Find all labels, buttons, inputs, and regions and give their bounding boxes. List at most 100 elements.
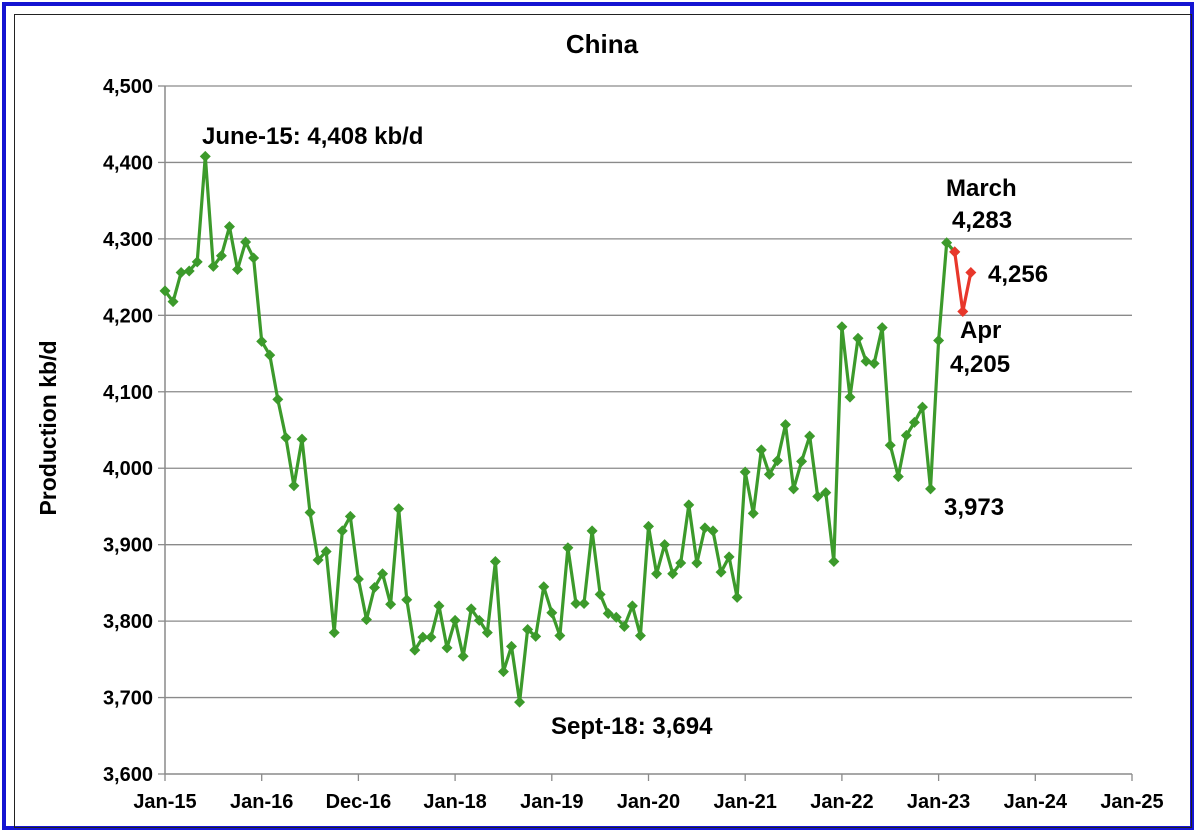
x-tick-label: Jan-18 [423, 791, 486, 813]
data-point [449, 614, 461, 626]
data-point [530, 630, 542, 642]
data-point [747, 507, 759, 519]
data-point [360, 614, 372, 626]
data-point [941, 237, 953, 249]
data-point [506, 640, 518, 652]
data-point [215, 250, 227, 262]
data-point [715, 566, 727, 578]
data-point [779, 419, 791, 431]
y-tick-label: 3,700 [103, 688, 153, 710]
x-tick-label: Jan-23 [907, 791, 970, 813]
data-point [369, 581, 381, 593]
data-point [465, 603, 477, 615]
data-point [457, 650, 469, 662]
data-point [933, 335, 945, 347]
y-tick-label: 4,000 [103, 458, 153, 480]
data-point [304, 507, 316, 519]
data-point [844, 391, 856, 403]
data-point [272, 393, 284, 405]
data-point [433, 600, 445, 612]
data-point [916, 401, 928, 413]
data-point [739, 466, 751, 478]
data-point [199, 150, 211, 162]
data-point [385, 598, 397, 610]
data-point [957, 306, 969, 318]
data-point [884, 439, 896, 451]
data-point [159, 285, 171, 297]
x-tick-label: Jan-22 [810, 791, 873, 813]
data-point [651, 568, 663, 580]
data-point [788, 483, 800, 495]
data-point [796, 455, 808, 467]
y-tick-label: 4,400 [103, 152, 153, 174]
data-point [377, 568, 389, 580]
y-tick-label: 3,900 [103, 535, 153, 557]
annotation-peak: June-15: 4,408 kb/d [202, 123, 423, 150]
y-tick-labels: 3,600 3,700 3,800 3,900 4,000 4,100 4,200 4,300… [103, 76, 153, 786]
data-point [618, 620, 630, 632]
data-point [634, 630, 646, 642]
data-point [328, 627, 340, 639]
data-point [296, 433, 308, 445]
y-tick-label: 4,500 [103, 76, 153, 98]
series-1 [159, 150, 961, 708]
data-point [900, 429, 912, 441]
annotations: June-15: 4,408 kb/d March 4,283 4,256 Ap… [202, 123, 1048, 740]
x-tick-label: Jan-15 [133, 791, 196, 813]
annotation-apr-label: Apr [960, 317, 1001, 344]
chart-border [2, 2, 1194, 830]
data-point [514, 696, 526, 708]
data-point [320, 546, 332, 558]
y-tick-label: 4,200 [103, 305, 153, 327]
data-point [546, 607, 558, 619]
data-point [755, 444, 767, 456]
data-point [683, 499, 695, 511]
data-point [288, 480, 300, 492]
data-point [667, 568, 679, 580]
data-point [344, 510, 356, 522]
series-line [163, 154, 956, 704]
data-point [820, 487, 832, 499]
annotation-may-value: 4,256 [988, 261, 1048, 288]
data-point [522, 624, 534, 636]
data-point [699, 522, 711, 534]
data-point [908, 416, 920, 428]
data-point [473, 614, 485, 626]
chart-title: China [566, 29, 639, 59]
data-point [352, 573, 364, 585]
x-tick-label: Jan-16 [230, 791, 293, 813]
x-tick-label: Jan-19 [520, 791, 583, 813]
annotation-march-label: March [946, 175, 1017, 202]
data-point [570, 598, 582, 610]
annotation-dec-value: 3,973 [944, 494, 1004, 521]
data-point [965, 267, 977, 279]
annotation-march-value: 4,283 [952, 207, 1012, 234]
data-point [659, 539, 671, 551]
data-point [312, 554, 324, 566]
data-point [538, 581, 550, 593]
data-point [723, 551, 735, 563]
y-tick-label: 4,100 [103, 382, 153, 404]
annotation-trough: Sept-18: 3,694 [551, 713, 713, 740]
data-point [675, 557, 687, 569]
data-point [409, 644, 421, 656]
data-point [828, 555, 840, 567]
data-point [763, 468, 775, 480]
data-point [836, 321, 848, 333]
x-tick-label: Jan-21 [714, 791, 777, 813]
data-point [868, 357, 880, 369]
data-point [626, 600, 638, 612]
data-point [731, 591, 743, 603]
x-tick-label: Jan-25 [1100, 791, 1163, 813]
series-line [953, 251, 973, 314]
data-point [860, 355, 872, 367]
data-point [401, 594, 413, 606]
x-tick-label: Dec-16 [326, 791, 392, 813]
data-point [223, 221, 235, 233]
gridlines [158, 85, 1132, 775]
data-point [602, 607, 614, 619]
data-point [812, 491, 824, 503]
data-point [393, 503, 405, 515]
y-tick-label: 3,600 [103, 764, 153, 786]
